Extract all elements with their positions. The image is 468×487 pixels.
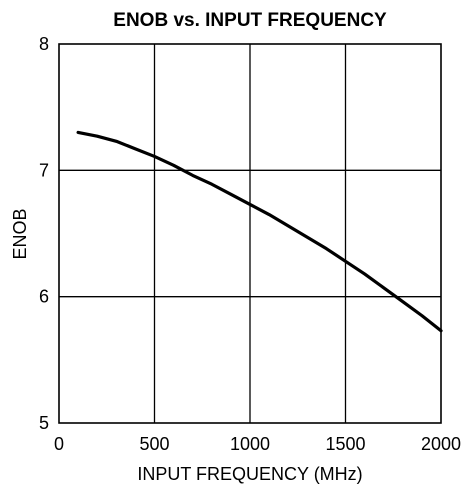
chart-title: ENOB vs. INPUT FREQUENCY: [113, 10, 387, 31]
y-axis-label: ENOB: [10, 208, 30, 259]
y-tick-label: 7: [39, 160, 49, 180]
x-tick-label: 500: [139, 434, 169, 454]
y-tick-label: 6: [39, 287, 49, 307]
x-tick-label: 2000: [421, 434, 461, 454]
x-tick-label: 1500: [325, 434, 365, 454]
grid-lines: [59, 44, 441, 423]
y-tick-label: 5: [39, 413, 49, 433]
x-tick-label: 1000: [230, 434, 270, 454]
x-axis-label: INPUT FREQUENCY (MHz): [137, 464, 362, 484]
y-tick-labels: 5 6 7 8: [39, 34, 49, 433]
enob-curve: [76, 130, 443, 333]
x-tick-labels: 0 500 1000 1500 2000: [54, 434, 461, 454]
x-tick-label: 0: [54, 434, 64, 454]
plot-frame: [58, 43, 442, 424]
y-tick-label: 8: [39, 34, 49, 54]
